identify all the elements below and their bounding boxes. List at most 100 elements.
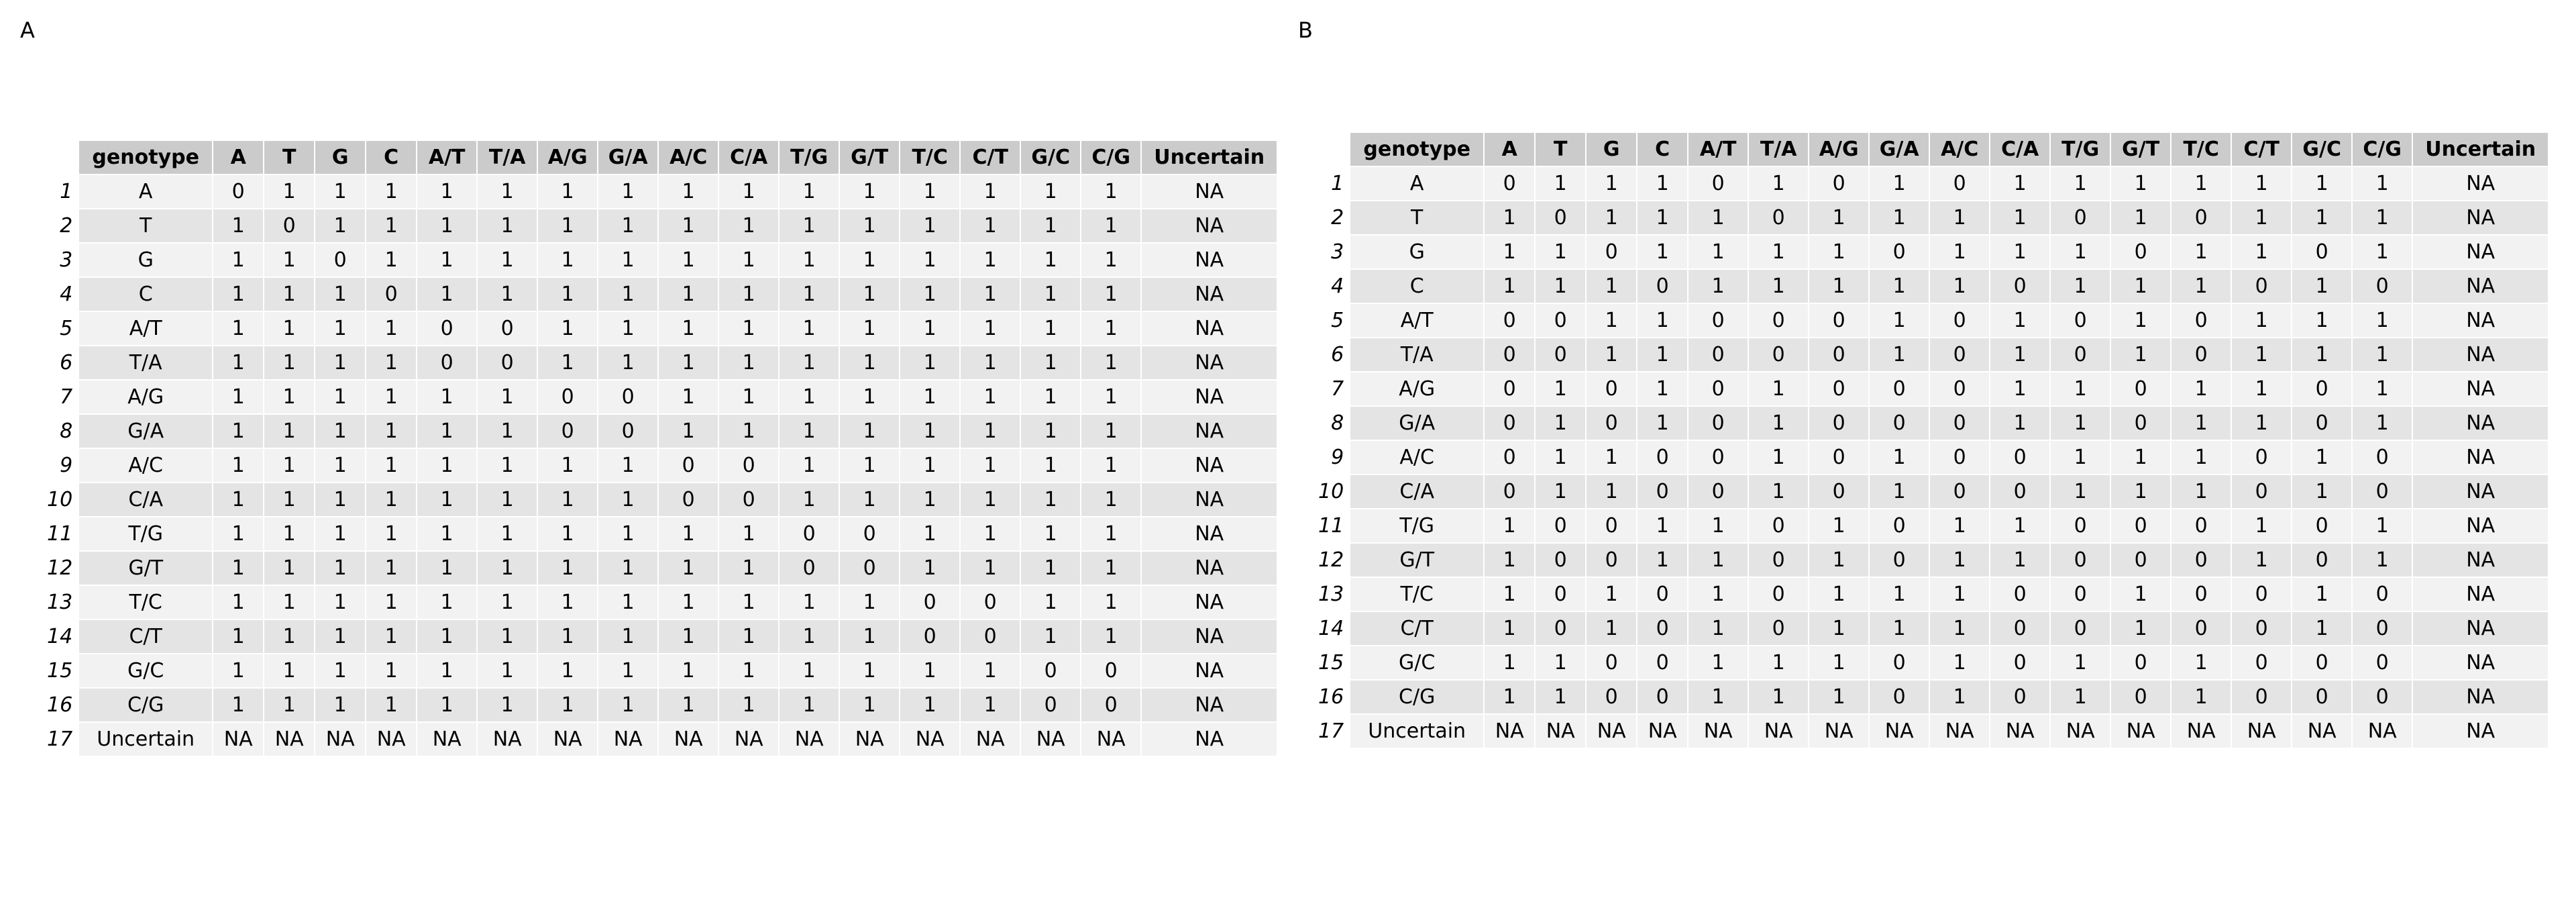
value-cell: 0: [1748, 337, 1810, 372]
value-cell: 0: [1534, 611, 1587, 646]
value-cell: 1: [263, 585, 316, 620]
value-cell: 1: [1020, 277, 1082, 312]
column-header: G: [314, 140, 367, 175]
row-number: 11: [1316, 508, 1351, 544]
value-cell: 1: [1020, 585, 1082, 620]
value-cell: 0: [2351, 645, 2414, 681]
value-cell: NA: [1140, 208, 1279, 244]
value-cell: 0: [1868, 371, 1931, 407]
value-cell: 1: [263, 379, 316, 415]
value-cell: 0: [263, 208, 316, 244]
table-row: 11 T/G 1 1 1 1 1 1 1 1 1 1 0 0 1 1 1 1 NA: [45, 516, 1279, 552]
value-cell: 1: [2110, 611, 2172, 646]
value-cell: 1: [1020, 242, 1082, 278]
value-cell: 0: [2110, 542, 2172, 578]
value-cell: 1: [959, 379, 1022, 415]
value-cell: NA: [1140, 721, 1279, 757]
value-cell: 0: [2351, 268, 2414, 304]
value-cell: 1: [263, 311, 316, 346]
value-cell: 1: [2351, 542, 2414, 578]
column-header: genotype: [1349, 132, 1485, 167]
value-cell: NA: [1748, 713, 1810, 749]
value-cell: 1: [1585, 303, 1638, 338]
row-number: 2: [45, 208, 80, 244]
value-cell: NA: [1687, 713, 1750, 749]
value-cell: 0: [2291, 645, 2353, 681]
value-cell: 1: [1929, 577, 1991, 612]
value-cell: 0: [2170, 337, 2233, 372]
value-cell: 0: [537, 413, 599, 449]
table-row: 4 C 1 1 1 0 1 1 1 1 1 1 1 1 1 1 1 1 NA: [45, 277, 1279, 312]
value-cell: 1: [1483, 200, 1536, 236]
value-cell: 1: [1020, 482, 1082, 517]
value-cell: 1: [263, 277, 316, 312]
value-cell: NA: [2351, 713, 2414, 749]
value-cell: 1: [212, 208, 265, 244]
value-cell: 0: [1989, 440, 2051, 475]
value-cell: 0: [1687, 371, 1750, 407]
value-cell: 1: [1080, 619, 1142, 654]
column-header: G/A: [597, 140, 659, 175]
value-cell: 1: [899, 277, 961, 312]
value-cell: 0: [2170, 542, 2233, 578]
column-header: G: [1585, 132, 1638, 167]
value-cell: 1: [657, 585, 720, 620]
value-cell: NA: [1140, 550, 1279, 586]
value-cell: 1: [1534, 405, 1587, 441]
value-cell: 1: [899, 345, 961, 381]
value-cell: 1: [314, 482, 367, 517]
table-row: 16 C/G 1 1 1 1 1 1 1 1 1 1 1 1 1 1 0 0 NA: [45, 687, 1279, 723]
column-header: A/G: [1808, 132, 1870, 167]
genotype-cell: C/A: [78, 482, 214, 517]
value-cell: 0: [365, 277, 418, 312]
value-cell: 1: [365, 653, 418, 689]
row-number: 14: [45, 619, 80, 654]
value-cell: 0: [2291, 405, 2353, 441]
value-cell: 0: [1808, 303, 1870, 338]
value-cell: 0: [1636, 268, 1689, 304]
row-number-header: [45, 140, 80, 175]
value-cell: 1: [2170, 405, 2233, 441]
value-cell: 1: [1483, 645, 1536, 681]
value-cell: 1: [778, 311, 841, 346]
value-cell: 1: [657, 516, 720, 552]
column-header: T/G: [2049, 132, 2112, 167]
value-cell: 1: [657, 174, 720, 209]
value-cell: 0: [1687, 440, 1750, 475]
row-number: 8: [1316, 405, 1351, 441]
value-cell: 1: [1080, 311, 1142, 346]
value-cell: 1: [597, 585, 659, 620]
row-number: 5: [1316, 303, 1351, 338]
value-cell: 1: [416, 619, 478, 654]
value-cell: 0: [839, 516, 901, 552]
column-header: A/C: [1929, 132, 1991, 167]
column-header: C/T: [959, 140, 1022, 175]
value-cell: 0: [2291, 679, 2353, 715]
value-cell: 1: [2231, 371, 2293, 407]
table-row: 5 A/T 1 1 1 1 0 0 1 1 1 1 1 1 1 1 1 1 NA: [45, 311, 1279, 346]
value-cell: 1: [718, 311, 780, 346]
value-cell: 1: [365, 585, 418, 620]
value-cell: 0: [2231, 611, 2293, 646]
genotype-cell: G/T: [1349, 542, 1485, 578]
value-cell: 1: [899, 550, 961, 586]
value-cell: 1: [2110, 303, 2172, 338]
value-cell: NA: [1020, 721, 1082, 757]
value-cell: 1: [263, 482, 316, 517]
value-cell: NA: [2412, 474, 2550, 509]
value-cell: 1: [1748, 405, 1810, 441]
value-cell: 1: [839, 619, 901, 654]
value-cell: 1: [1080, 174, 1142, 209]
value-cell: NA: [2412, 268, 2550, 304]
value-cell: 1: [1929, 611, 1991, 646]
value-cell: 1: [959, 242, 1022, 278]
column-header: T/C: [899, 140, 961, 175]
value-cell: NA: [597, 721, 659, 757]
value-cell: 0: [1585, 508, 1638, 544]
value-cell: 1: [1080, 208, 1142, 244]
value-cell: 1: [2351, 337, 2414, 372]
value-cell: NA: [2049, 713, 2112, 749]
genotype-cell: T/C: [1349, 577, 1485, 612]
value-cell: 1: [212, 619, 265, 654]
value-cell: 1: [537, 619, 599, 654]
